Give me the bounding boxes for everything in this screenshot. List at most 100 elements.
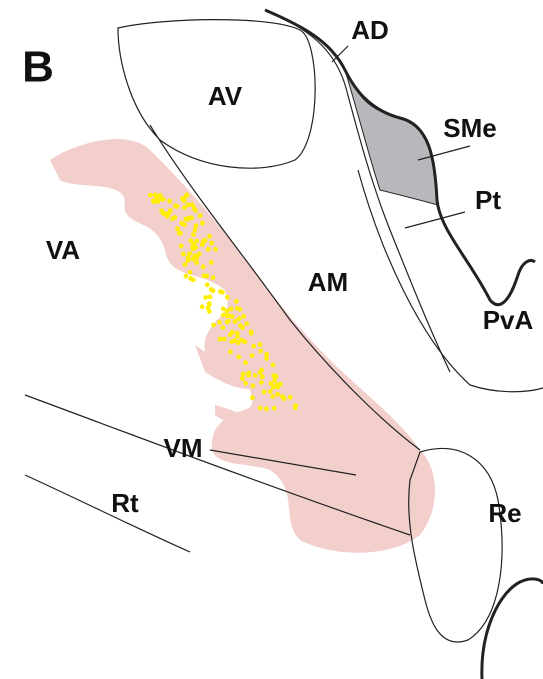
- yellow-dot: [249, 331, 254, 336]
- yellow-dot: [264, 352, 269, 357]
- yellow-dot: [170, 216, 175, 221]
- yellow-dot: [253, 373, 258, 378]
- region-label: AM: [308, 267, 348, 297]
- yellow-dot: [259, 380, 264, 385]
- yellow-dot: [262, 390, 267, 395]
- yellow-dot: [198, 213, 203, 218]
- yellow-dot: [258, 342, 263, 347]
- yellow-dot: [264, 356, 269, 361]
- yellow-dot: [221, 306, 226, 311]
- yellow-dot: [235, 306, 240, 311]
- yellow-dot: [185, 217, 190, 222]
- ventricle-border: [482, 579, 543, 679]
- yellow-dot: [193, 208, 198, 213]
- yellow-dot: [221, 325, 226, 330]
- yellow-dot: [194, 223, 199, 228]
- yellow-dot: [193, 228, 198, 233]
- yellow-dot: [203, 295, 208, 300]
- yellow-dot: [195, 255, 200, 260]
- yellow-dot: [205, 282, 210, 287]
- yellow-dot: [243, 340, 248, 345]
- panel-label: B: [22, 43, 54, 92]
- yellow-dot: [235, 334, 240, 339]
- yellow-dot: [258, 349, 263, 354]
- yellow-dot: [271, 373, 276, 378]
- rt-boundary: [25, 475, 190, 552]
- yellow-dot: [274, 383, 279, 388]
- yellow-dot: [241, 372, 246, 377]
- yellow-dot: [202, 273, 207, 278]
- yellow-dot: [179, 244, 184, 249]
- yellow-dot: [207, 302, 212, 307]
- yellow-dot: [250, 353, 255, 358]
- region-label: VM: [164, 433, 203, 463]
- yellow-dot: [182, 198, 187, 203]
- yellow-dot: [240, 376, 245, 381]
- yellow-dot: [163, 211, 168, 216]
- yellow-dot: [225, 295, 230, 300]
- yellow-dot: [264, 407, 269, 412]
- yellow-dot: [228, 350, 233, 355]
- yellow-dot: [271, 363, 276, 368]
- yellow-dot: [236, 355, 241, 360]
- yellow-dot: [209, 287, 214, 292]
- figure-panel: B AD AV SMe Pt VA AM PvA VM Rt Re: [0, 0, 543, 679]
- pink-region: [50, 139, 435, 553]
- yellow-dot: [230, 330, 235, 335]
- yellow-dot: [211, 323, 216, 328]
- yellow-dot: [221, 313, 226, 318]
- region-label: Pt: [475, 185, 501, 215]
- yellow-dot: [209, 260, 214, 265]
- yellow-dot: [194, 260, 199, 265]
- yellow-dot: [184, 274, 189, 279]
- yellow-dot: [246, 371, 251, 376]
- region-label: AD: [351, 15, 389, 45]
- pink-projection: [50, 139, 435, 553]
- yellow-dot: [148, 193, 153, 198]
- yellow-dot: [213, 247, 218, 252]
- yellow-dot: [240, 325, 245, 330]
- yellow-dot: [272, 378, 277, 383]
- yellow-dot: [152, 199, 157, 204]
- region-label: Rt: [111, 488, 139, 518]
- yellow-dot: [207, 309, 212, 314]
- yellow-dot: [175, 226, 180, 231]
- yellow-dot: [251, 383, 256, 388]
- yellow-dot: [260, 374, 265, 379]
- yellow-dot: [288, 395, 293, 400]
- yellow-dot: [173, 203, 178, 208]
- yellow-dot: [243, 360, 248, 365]
- yellow-dot: [200, 221, 205, 226]
- yellow-dot: [153, 193, 158, 198]
- region-label: AV: [208, 81, 243, 111]
- yellow-dot: [269, 381, 274, 386]
- yellow-dot: [233, 319, 238, 324]
- yellow-dot: [225, 320, 230, 325]
- yellow-dot: [241, 314, 246, 319]
- yellow-dot: [178, 231, 183, 236]
- yellow-dot: [159, 197, 164, 202]
- yellow-dot: [220, 290, 225, 295]
- yellow-dot: [191, 232, 196, 237]
- yellow-dot: [275, 392, 280, 397]
- yellow-dot: [182, 205, 187, 210]
- yellow-dot: [183, 262, 188, 267]
- yellow-dot: [167, 199, 172, 204]
- yellow-dot: [209, 241, 214, 246]
- region-label: PvA: [483, 305, 534, 335]
- yellow-dot: [217, 320, 222, 325]
- yellow-dot: [280, 394, 285, 399]
- yellow-dot: [250, 395, 255, 400]
- yellow-dot: [251, 344, 256, 349]
- yellow-dot: [222, 337, 227, 342]
- leader-line: [405, 212, 465, 228]
- yellow-dot: [268, 389, 273, 394]
- yellow-dot: [188, 270, 193, 275]
- yellow-dot: [190, 202, 195, 207]
- region-label: Re: [488, 498, 521, 528]
- yellow-dot: [181, 252, 186, 257]
- yellow-dot: [244, 321, 249, 326]
- yellow-dot: [201, 265, 206, 270]
- yellow-dot: [182, 222, 187, 227]
- yellow-dot: [211, 275, 216, 280]
